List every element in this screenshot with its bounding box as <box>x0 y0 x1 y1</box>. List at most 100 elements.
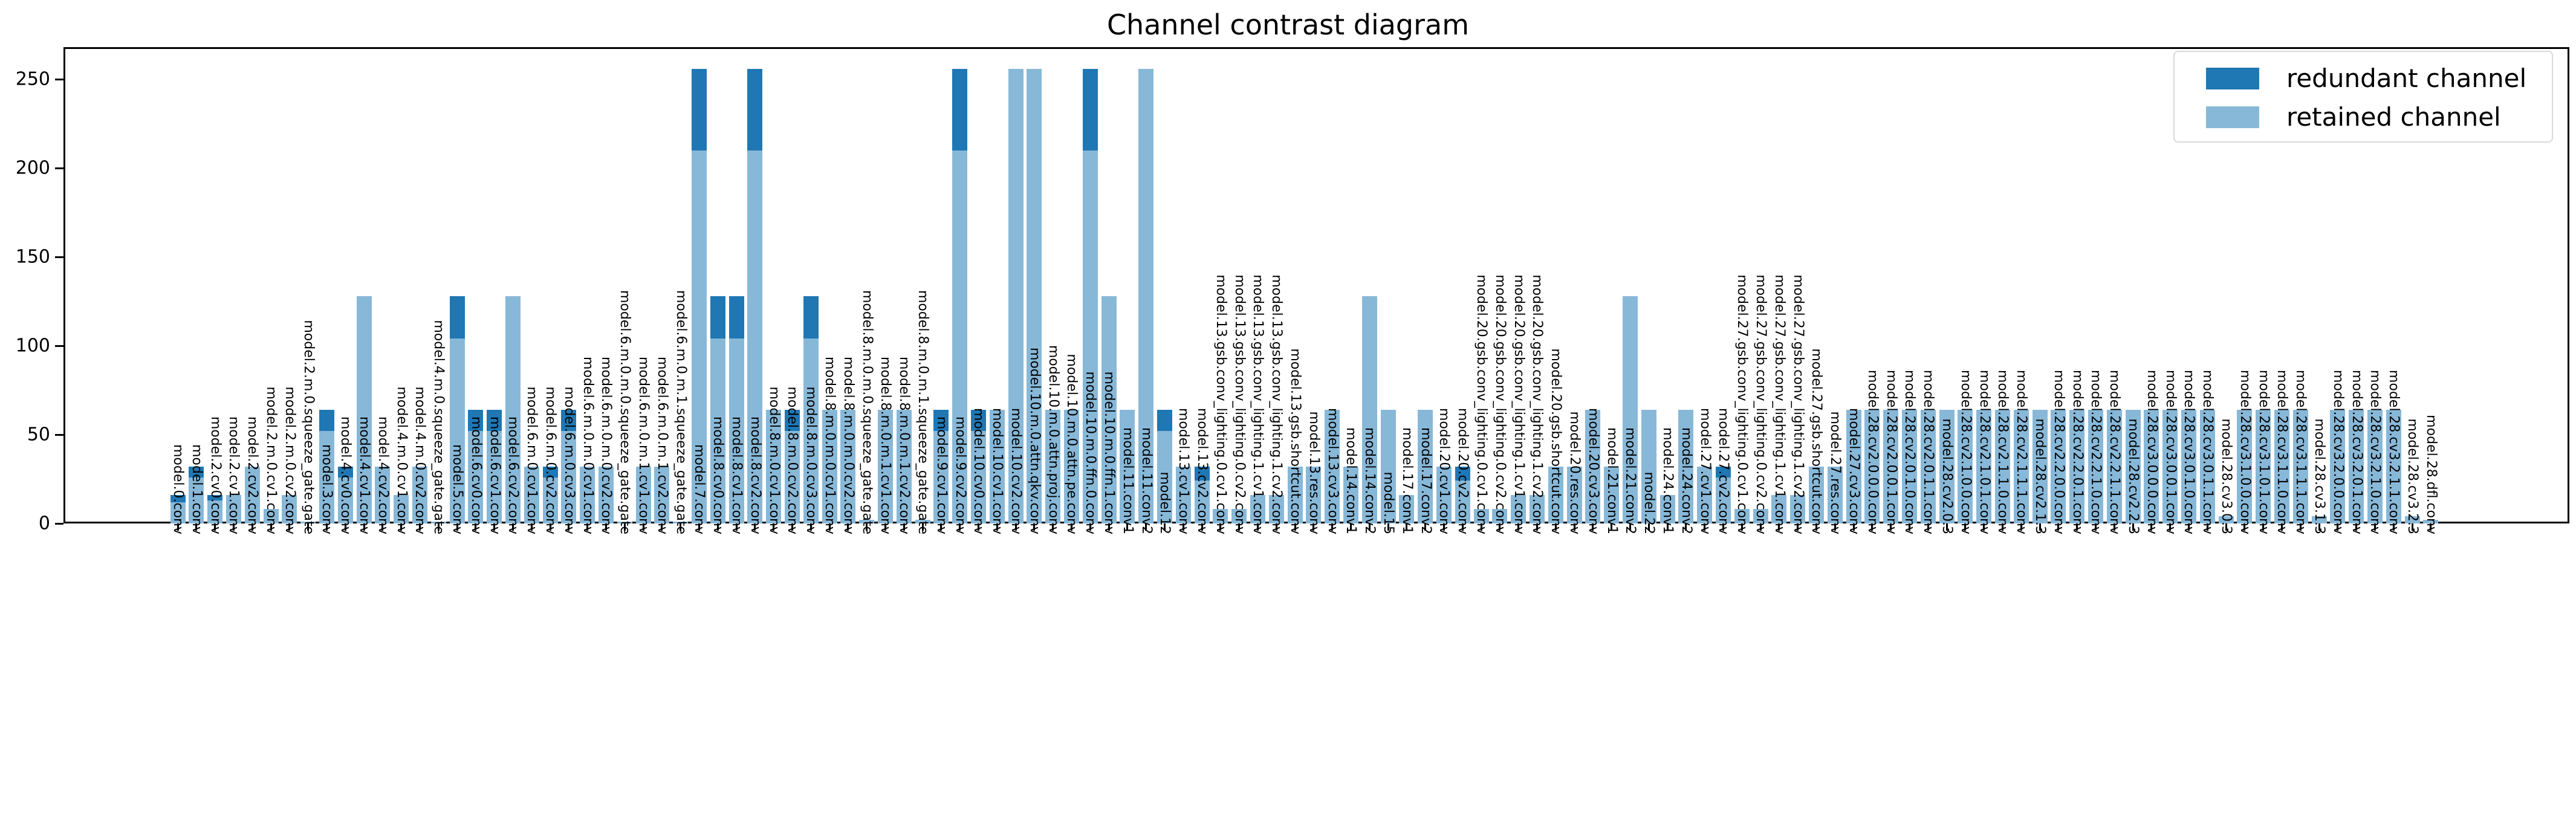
x-tick-mark <box>1499 523 1501 531</box>
bar-model.13.cv3.conv <box>1325 409 1340 523</box>
x-tick-mark <box>605 523 607 531</box>
x-label-model.8.cv2.conv: model.8.cv2.conv <box>747 416 763 534</box>
retained-segment <box>170 502 186 523</box>
x-label-model.10.m.0.ffn.0.conv: model.10.m.0.ffn.0.conv <box>1083 371 1098 535</box>
x-label-model.27.gsb.conv_lighting.1.cv2.conv: model.27.gsb.conv_lighting.1.cv2.conv <box>1790 274 1806 534</box>
redundant-segment <box>561 409 577 432</box>
legend-swatch-icon <box>2206 68 2259 89</box>
x-tick-mark <box>1927 523 1929 531</box>
retained-segment <box>337 477 353 523</box>
x-tick-mark <box>642 523 644 531</box>
retained-segment <box>2144 409 2159 523</box>
x-label-model.2.m.0.cv1.conv: model.2.m.0.cv1.conv <box>264 386 279 534</box>
x-tick-mark <box>2262 523 2265 531</box>
bar-model.6.m.0.m.0.cv2.conv <box>598 466 614 523</box>
x-label-model.20.gsb.shortcut.conv: model.20.gsb.shortcut.conv <box>1548 348 1564 534</box>
retained-segment <box>1753 509 1768 523</box>
x-label-model.8.m.0.cv3.conv: model.8.m.0.cv3.conv <box>803 386 819 534</box>
x-label-model.28.cv2.1.3: model.28.cv2.1.3 <box>2033 418 2048 534</box>
x-label-model.28.cv2.1.0.1.conv: model.28.cv2.1.0.1.conv <box>1976 369 1992 534</box>
x-tick-mark <box>903 523 905 531</box>
x-tick-mark <box>549 523 551 531</box>
bar-model.28.cv2.1.0.0.conv <box>1958 409 1973 523</box>
bar-model.8.cv0.conv <box>710 296 725 523</box>
x-tick-mark <box>1536 523 1538 531</box>
retained-segment <box>2292 409 2308 523</box>
x-label-model.4.m.0.squeeze_gate.gate: model.4.m.0.squeeze_gate.gate <box>431 320 447 534</box>
bar-model.2.m.0.cv2.conv <box>282 494 297 523</box>
y-tick-mark <box>55 345 63 347</box>
x-label-model.28.cv3.0.1.0.conv: model.28.cv3.0.1.0.conv <box>2181 369 2197 534</box>
x-label-model.12: model.12 <box>1157 471 1173 535</box>
y-tick-mark <box>55 78 63 80</box>
bar-model.28.cv3.0.3 <box>2218 516 2234 523</box>
x-tick-mark <box>866 523 868 531</box>
x-label-model.27.res.conv: model.27.res.conv <box>1828 411 1843 534</box>
bar-model.11.conv2 <box>1138 68 1154 523</box>
x-tick-mark <box>1629 523 1631 531</box>
x-tick-mark <box>1461 523 1464 531</box>
retained-segment <box>1455 481 1470 523</box>
x-label-model.28.cv3.2.1.1.conv: model.28.cv3.2.1.1.conv <box>2386 369 2402 534</box>
bar-model.24.conv1 <box>1659 494 1675 523</box>
retained-segment <box>784 431 800 523</box>
bar-model.13.cv1.conv <box>1175 466 1191 523</box>
retained-segment <box>1063 409 1079 523</box>
retained-segment <box>1958 409 1973 523</box>
bar-model.5.conv <box>449 296 465 523</box>
x-tick-mark <box>828 523 831 531</box>
bar-model.13.gsb.shortcut.conv <box>1287 466 1303 523</box>
bar-model.28.cv2.1.1.1.conv <box>2013 409 2029 523</box>
x-label-model.17.conv2: model.17.conv2 <box>1418 427 1433 534</box>
retained-segment <box>2199 409 2215 523</box>
bar-model.15 <box>1380 409 1396 523</box>
redundant-segment <box>1082 68 1098 151</box>
retained-segment <box>1306 466 1322 523</box>
bar-model.20.gsb.shortcut.conv <box>1548 466 1563 523</box>
redundant-segment <box>784 409 800 432</box>
bar-model.28.cv3.1.1.1.conv <box>2292 409 2308 523</box>
x-tick-mark <box>716 523 719 531</box>
x-label-model.9.cv1.conv: model.9.cv1.conv <box>933 416 949 534</box>
y-tick-mark <box>55 256 63 258</box>
bar-model.27.cv2.conv <box>1715 466 1731 523</box>
x-label-model.20.cv2.conv: model.20.cv2.conv <box>1455 407 1471 534</box>
bar-model.6.m.0.cv1.conv <box>524 466 539 523</box>
bar-model.28.cv2.2.1.1.conv <box>2106 409 2122 523</box>
bar-model.28.cv2.0.0.0.conv <box>1864 409 1880 523</box>
retained-segment <box>1939 409 1955 523</box>
x-tick-mark <box>270 523 272 531</box>
redundant-segment <box>952 68 968 151</box>
retained-segment <box>970 431 986 523</box>
retained-segment <box>2423 520 2439 523</box>
x-tick-mark <box>2225 523 2227 531</box>
x-label-model.8.m.0.m.1.cv1.conv: model.8.m.0.m.1.cv1.conv <box>878 357 894 534</box>
bar-model.20.gsb.conv_lighting.0.cv1.conv <box>1473 509 1489 523</box>
bar-model.14.conv2 <box>1361 296 1377 523</box>
bar-model.4.m.0.cv1.conv <box>394 494 409 523</box>
retained-segment <box>487 431 502 523</box>
bar-model.28.cv3.0.1.1.conv <box>2199 409 2215 523</box>
x-tick-mark <box>1406 523 1408 531</box>
x-label-model.20.res.conv: model.20.res.conv <box>1567 411 1582 534</box>
bar-model.28.cv3.2.3 <box>2404 516 2420 523</box>
x-label-model.28.cv3.1.0.0.conv: model.28.cv3.1.0.0.conv <box>2237 369 2253 534</box>
x-label-model.5.conv: model.5.conv <box>450 444 465 534</box>
bar-model.20.cv3.conv <box>1585 409 1601 523</box>
y-tick-label: 200 <box>15 157 50 179</box>
x-tick-mark <box>1722 523 1724 531</box>
x-tick-mark <box>586 523 589 531</box>
x-tick-mark <box>1517 523 1520 531</box>
bar-model.7.conv <box>691 68 707 523</box>
legend-row-redundant: redundant channel <box>2175 60 2552 97</box>
x-label-model.6.cv1.conv: model.6.cv1.conv <box>487 416 502 534</box>
x-label-model.28.dfl.conv: model.28.dfl.conv <box>2423 415 2439 534</box>
retained-segment <box>1399 494 1415 523</box>
bar-model.28.cv3.2.1.1.conv <box>2386 409 2401 523</box>
retained-segment <box>1436 466 1452 523</box>
x-label-model.14.conv1: model.14.conv1 <box>1343 427 1359 534</box>
x-tick-mark <box>1368 523 1371 531</box>
legend-label: retained channel <box>2286 102 2501 132</box>
retained-segment <box>1380 409 1396 523</box>
x-label-model.13.gsb.conv_lighting.1.cv2.conv: model.13.gsb.conv_lighting.1.cv2.conv <box>1269 274 1285 534</box>
